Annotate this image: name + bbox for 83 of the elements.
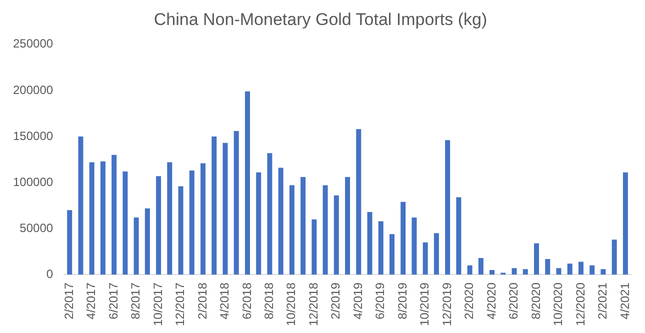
bar [545,258,550,275]
bar [378,221,384,275]
bar [322,185,328,275]
x-tick-label: 12/2020 [573,282,588,326]
x-tick-label: 2/2018 [195,282,210,320]
bar [556,268,562,275]
bar [590,265,595,275]
bar [400,202,406,275]
x-tick-label: 6/2017 [106,282,120,320]
bar [100,161,106,275]
bar [78,136,84,275]
bar [234,130,239,275]
y-tick-label: 50000 [20,220,54,235]
bar [412,218,417,275]
bar [156,176,162,275]
x-tick-label: 2/2021 [596,282,610,320]
bar [112,154,117,275]
x-tick-label: 6/2020 [506,282,521,320]
bar [334,195,339,275]
x-tick-label: 8/2020 [528,282,543,320]
bar [467,265,472,275]
bar [212,136,217,275]
bar [200,163,206,275]
bar [178,186,184,275]
bar [244,91,250,275]
x-tick-label: 8/2019 [395,282,410,320]
x-tick-label: 4/2017 [84,282,98,320]
bar [144,208,150,275]
x-tick-label: 10/2019 [418,282,432,326]
y-tick-label: 150000 [12,128,54,143]
x-tick-label: 10/2020 [551,282,566,326]
bar [289,185,294,275]
chart-title: China Non-Monetary Gold Total Imports (kg) [154,10,488,29]
bar [478,258,484,275]
x-tick-label: 4/2021 [618,282,632,320]
bar [300,177,306,275]
x-tick-label: 2/2019 [328,282,343,320]
bar [367,212,372,275]
bar [622,172,628,275]
x-tick-label: 8/2018 [262,282,276,320]
x-tick-label: 4/2020 [484,282,498,320]
bar [312,219,317,275]
y-tick-label: 100000 [12,174,54,189]
bar [422,242,428,275]
bar [189,170,194,275]
bar [434,233,439,275]
bar [490,270,495,275]
bar [612,240,617,275]
bar [167,162,172,275]
x-tick-label: 10/2018 [284,282,298,326]
bar [445,140,450,275]
bar [134,218,139,275]
x-tick-label: 4/2019 [350,282,365,320]
x-tick-label: 6/2019 [373,282,388,320]
bar [578,262,584,275]
bar [89,162,94,275]
bar [122,171,128,275]
x-tick-label: 12/2018 [306,282,320,326]
bar [512,268,517,275]
bar [456,197,462,275]
bar [345,177,350,275]
bar [278,168,284,275]
bar [389,234,394,275]
y-tick-label: 250000 [12,36,54,51]
x-tick-label: 4/2018 [218,282,232,320]
bar [600,269,606,275]
bar [522,269,528,275]
bar [256,172,262,275]
bar [222,142,228,275]
x-tick-label: 10/2017 [150,282,165,326]
bar [267,153,272,275]
x-tick-label: 12/2019 [440,282,454,326]
x-tick-label: 8/2017 [128,282,143,320]
x-tick-label: 6/2018 [240,282,254,320]
y-tick-label: 0 [46,266,54,281]
y-tick-label: 200000 [12,82,54,97]
bar [67,210,72,275]
x-tick-label: 2/2020 [462,282,476,320]
bar [567,264,572,275]
x-tick-label: 2/2017 [62,282,76,320]
bar [356,129,362,275]
bar [534,243,540,275]
x-tick-label: 12/2017 [173,282,188,326]
